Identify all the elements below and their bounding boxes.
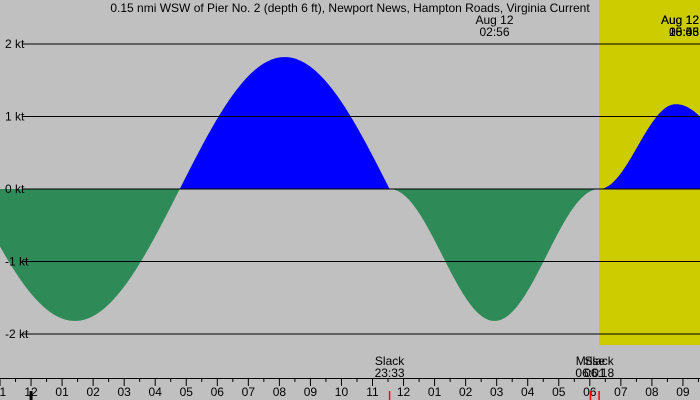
hour-tick-label: 01 [55,385,69,399]
bottom-event-label: Slack [375,354,405,368]
hour-tick-label: 11 [366,385,379,399]
hour-tick-label: 02 [459,385,473,399]
hour-tick-label: 03 [117,385,131,399]
top-event-time: 20:55 [669,25,699,39]
hour-tick-label: 07 [242,385,256,399]
hour-tick-label: 02 [86,385,100,399]
hour-tick-label: 03 [490,385,504,399]
y-tick-label: 0 kt [5,182,25,196]
hour-tick-label: 09 [304,385,318,399]
hour-tick-label: 01 [428,385,442,399]
hour-tick-label: 11 [0,385,7,399]
top-event-date: Aug 12 [661,13,699,27]
hour-tick-label: 04 [521,385,535,399]
flood-area [0,57,700,189]
bottom-event-label: Slack [584,354,614,368]
hour-tick-label: 10 [335,385,349,399]
chart-title: 0.15 nmi WSW of Pier No. 2 (depth 6 ft),… [110,1,590,15]
top-event-date: Aug 12 [475,13,513,27]
hour-tick-label: 12 [397,385,411,399]
top-event-date: Aug 12 [661,13,699,27]
hour-tick-label: 05 [552,385,566,399]
y-tick-label: 1 kt [5,110,25,124]
bottom-event-time: 06:01 [575,366,605,380]
hour-tick-label: 08 [645,385,659,399]
ebb-area [0,189,700,321]
top-event-time: 02:56 [479,25,509,39]
bottom-event-label: Mrise [576,354,606,368]
hour-tick-label: 04 [149,385,163,399]
hour-tick-label: 06 [211,385,225,399]
hour-tick-label: 05 [180,385,194,399]
top-event-date: Aug 12 [661,13,699,27]
bottom-event-time: 23:33 [375,366,405,380]
y-tick-label: -1 kt [5,255,29,269]
y-tick-label: -2 kt [5,327,29,341]
hour-tick-label: 09 [676,385,690,399]
top-event-time: 15:03 [669,25,699,39]
top-event-time: 08:46 [669,25,699,39]
y-tick-label: 2 kt [5,37,25,51]
hour-tick-label: 07 [614,385,628,399]
bottom-event-time: 06:18 [584,366,614,380]
hour-tick-label: 08 [273,385,287,399]
